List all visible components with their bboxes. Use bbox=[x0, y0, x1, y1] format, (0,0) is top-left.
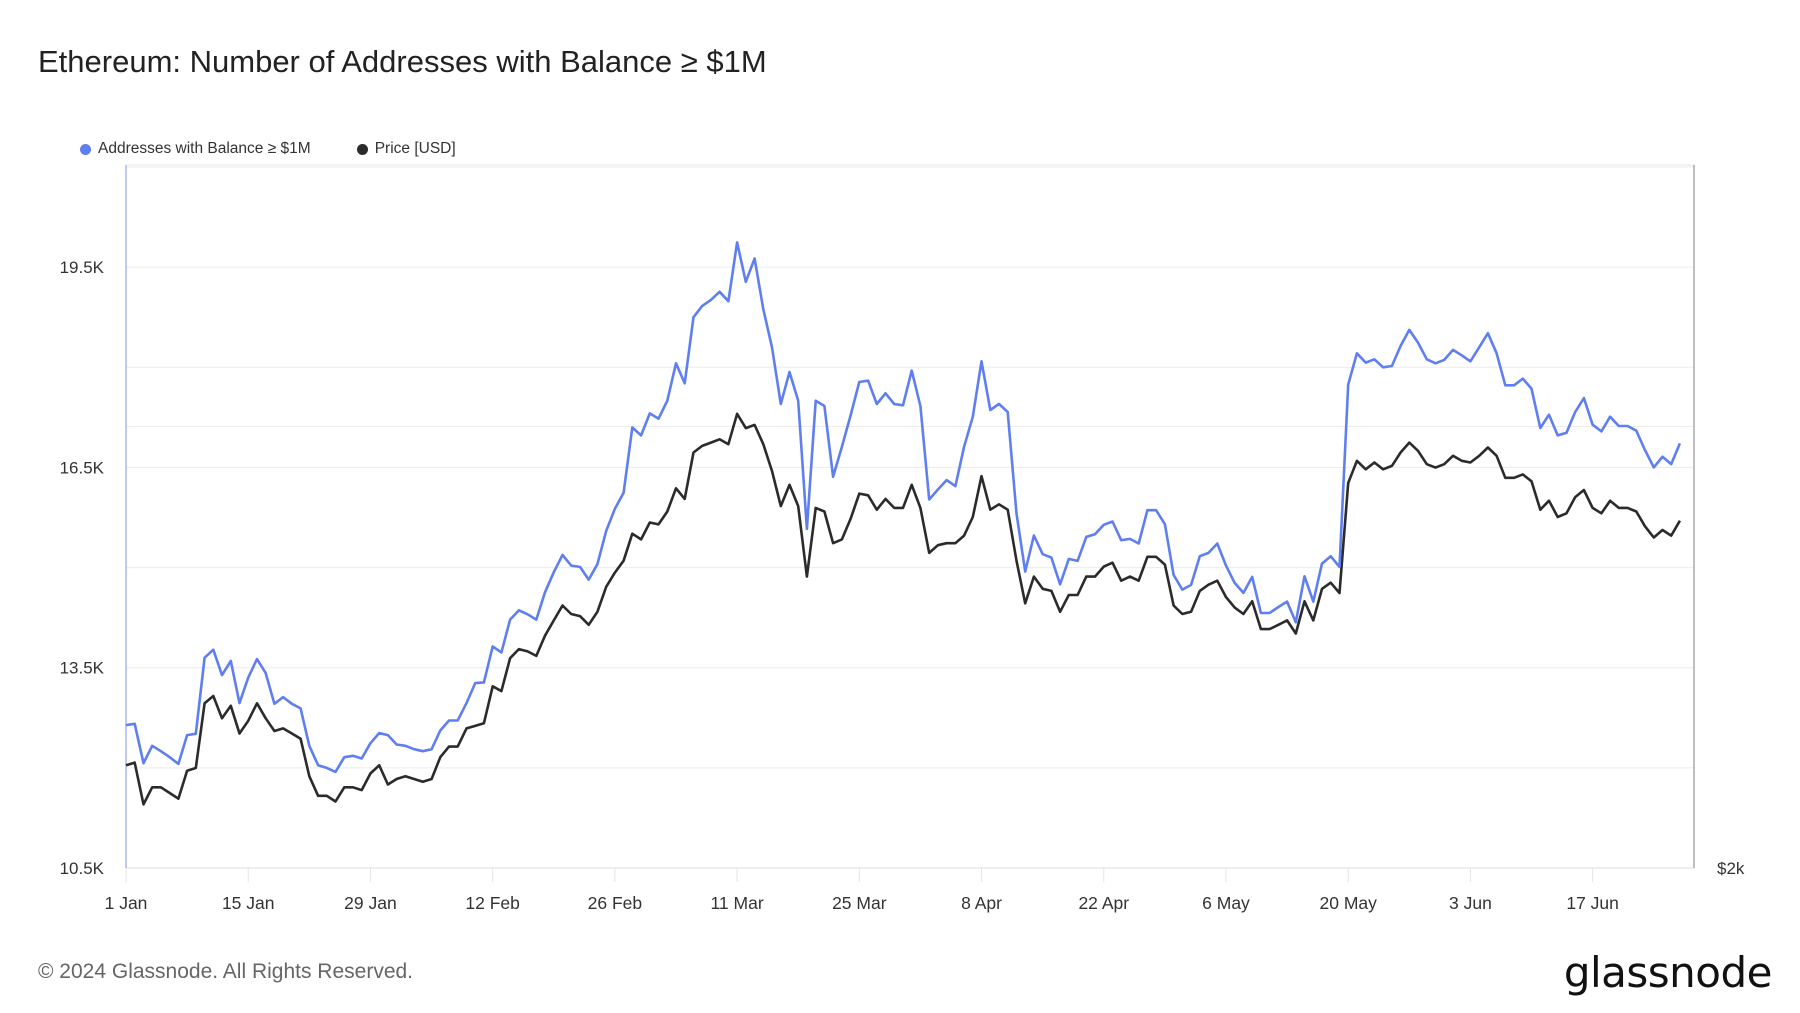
x-tick-label: 26 Feb bbox=[588, 893, 642, 913]
legend-marker-addresses bbox=[80, 143, 91, 155]
x-tick-label: 29 Jan bbox=[344, 893, 397, 913]
copyright-text: © 2024 Glassnode. All Rights Reserved. bbox=[38, 960, 414, 983]
chart-title: Ethereum: Number of Addresses with Balan… bbox=[38, 44, 767, 79]
legend: Addresses with Balance ≥ $1M Price [USD] bbox=[80, 140, 456, 158]
series-line-addresses bbox=[125, 241, 1682, 774]
x-tick-label: 20 May bbox=[1320, 893, 1378, 913]
x-tick-label: 17 Jun bbox=[1566, 893, 1619, 913]
series-line-price bbox=[125, 412, 1682, 806]
y-tick-label: 13.5K bbox=[60, 659, 105, 678]
x-tick-label: 22 Apr bbox=[1078, 893, 1129, 913]
y-right-tick-label: $2k bbox=[1717, 859, 1745, 878]
y-tick-label: 16.5K bbox=[60, 458, 105, 477]
legend-label-price: Price [USD] bbox=[374, 140, 456, 157]
x-tick-label: 6 May bbox=[1202, 893, 1250, 913]
legend-item-addresses[interactable]: Addresses with Balance ≥ $1M bbox=[80, 140, 311, 158]
legend-marker-price bbox=[356, 143, 368, 155]
x-tick-label: 12 Feb bbox=[465, 893, 519, 913]
glassnode-logo: glassnode bbox=[1563, 948, 1773, 997]
legend-item-price[interactable]: Price [USD] bbox=[356, 140, 456, 158]
legend-label-addresses: Addresses with Balance ≥ $1M bbox=[98, 140, 311, 157]
x-tick-label: 8 Apr bbox=[961, 893, 1002, 913]
x-tick-label: 1 Jan bbox=[105, 893, 148, 913]
x-tick-label: 11 Mar bbox=[711, 893, 764, 913]
x-tick-label: 15 Jan bbox=[222, 893, 275, 913]
x-tick-label: 25 Mar bbox=[832, 893, 887, 913]
y-tick-label: 10.5K bbox=[60, 859, 105, 878]
x-tick-label: 3 Jun bbox=[1449, 893, 1492, 913]
y-tick-label: 19.5K bbox=[60, 258, 105, 277]
